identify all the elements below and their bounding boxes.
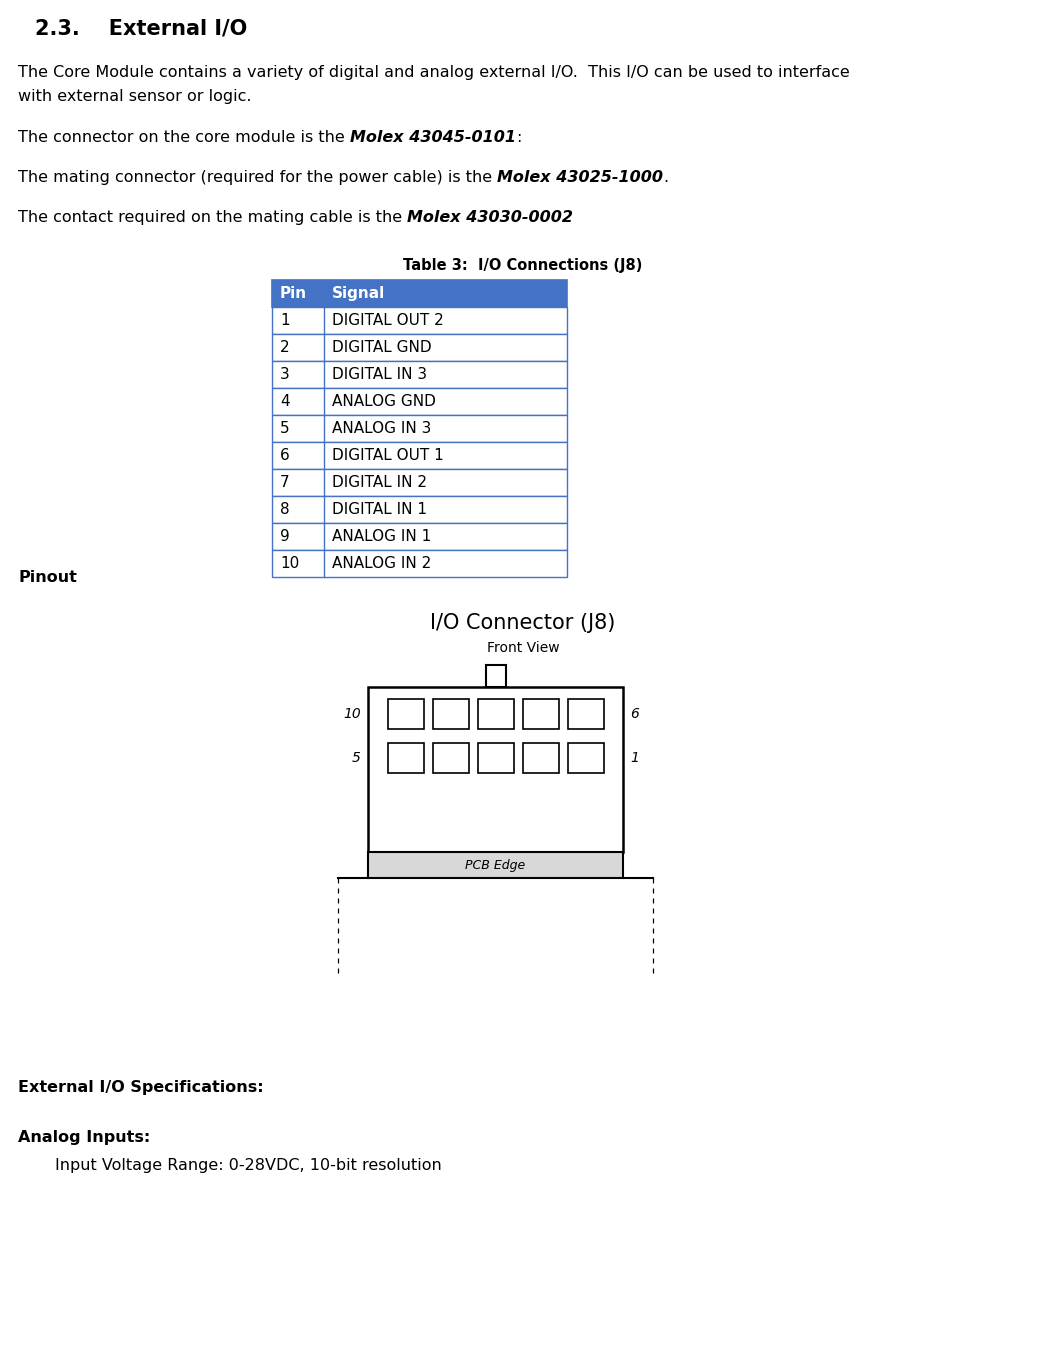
Text: ANALOG IN 2: ANALOG IN 2 <box>332 556 431 571</box>
Text: with external sensor or logic.: with external sensor or logic. <box>18 89 251 104</box>
Text: Pinout: Pinout <box>18 570 76 585</box>
Bar <box>367 687 623 853</box>
Bar <box>477 744 513 773</box>
Text: 9: 9 <box>280 529 290 544</box>
Text: 1: 1 <box>280 313 290 329</box>
Bar <box>272 388 567 415</box>
Bar <box>477 699 513 729</box>
Bar <box>387 699 423 729</box>
Text: 3: 3 <box>280 366 290 383</box>
Text: The contact required on the mating cable is the: The contact required on the mating cable… <box>18 210 407 225</box>
Text: 4: 4 <box>280 395 290 409</box>
Text: The connector on the core module is the: The connector on the core module is the <box>18 131 350 145</box>
Text: Molex 43025-1000: Molex 43025-1000 <box>497 170 663 185</box>
Text: Molex 43045-0101: Molex 43045-0101 <box>350 131 516 145</box>
Bar <box>272 496 567 523</box>
Text: ANALOG IN 1: ANALOG IN 1 <box>332 529 431 544</box>
Bar <box>272 307 567 334</box>
Bar <box>387 744 423 773</box>
Text: Input Voltage Range: 0-28VDC, 10-bit resolution: Input Voltage Range: 0-28VDC, 10-bit res… <box>55 1158 442 1173</box>
Text: Table 3:  I/O Connections (J8): Table 3: I/O Connections (J8) <box>403 259 643 273</box>
Text: :: : <box>516 131 521 145</box>
Bar <box>272 523 567 550</box>
Text: 1: 1 <box>630 752 639 765</box>
Text: DIGITAL OUT 2: DIGITAL OUT 2 <box>332 313 444 329</box>
Text: 8: 8 <box>280 502 290 517</box>
Bar <box>367 853 623 878</box>
Bar <box>486 665 506 687</box>
Text: 5: 5 <box>280 422 290 436</box>
Bar <box>522 744 558 773</box>
Text: DIGITAL IN 2: DIGITAL IN 2 <box>332 475 427 490</box>
Text: The mating connector (required for the power cable) is the: The mating connector (required for the p… <box>18 170 497 185</box>
Text: ANALOG GND: ANALOG GND <box>332 395 436 409</box>
Text: Front View: Front View <box>487 641 559 655</box>
Bar <box>272 442 567 469</box>
Text: DIGITAL IN 3: DIGITAL IN 3 <box>332 366 427 383</box>
Text: 5: 5 <box>352 752 361 765</box>
Text: 10: 10 <box>343 707 361 721</box>
Text: Analog Inputs:: Analog Inputs: <box>18 1130 151 1145</box>
Text: DIGITAL OUT 1: DIGITAL OUT 1 <box>332 449 444 463</box>
Text: 6: 6 <box>280 449 290 463</box>
Text: 2.3.    External I/O: 2.3. External I/O <box>35 18 247 38</box>
Text: 7: 7 <box>280 475 290 490</box>
Text: DIGITAL IN 1: DIGITAL IN 1 <box>332 502 427 517</box>
Text: .: . <box>663 170 668 185</box>
Bar <box>272 550 567 577</box>
Text: The Core Module contains a variety of digital and analog external I/O.  This I/O: The Core Module contains a variety of di… <box>18 65 850 79</box>
Bar <box>522 699 558 729</box>
Text: 2: 2 <box>280 339 290 356</box>
Text: I/O Connector (J8): I/O Connector (J8) <box>430 613 616 633</box>
Bar <box>432 744 468 773</box>
Text: Signal: Signal <box>332 286 385 300</box>
Text: 6: 6 <box>630 707 639 721</box>
Text: PCB Edge: PCB Edge <box>465 858 526 872</box>
Bar <box>567 699 603 729</box>
Bar <box>272 334 567 361</box>
Text: Molex 43030-0002: Molex 43030-0002 <box>407 210 574 225</box>
Text: 10: 10 <box>280 556 299 571</box>
Text: External I/O Specifications:: External I/O Specifications: <box>18 1080 264 1095</box>
Bar <box>272 415 567 442</box>
Bar <box>567 744 603 773</box>
Text: ANALOG IN 3: ANALOG IN 3 <box>332 422 431 436</box>
Bar <box>272 469 567 496</box>
Bar <box>272 280 567 307</box>
Bar <box>272 361 567 388</box>
Text: Pin: Pin <box>280 286 307 300</box>
Text: DIGITAL GND: DIGITAL GND <box>332 339 431 356</box>
Bar <box>432 699 468 729</box>
